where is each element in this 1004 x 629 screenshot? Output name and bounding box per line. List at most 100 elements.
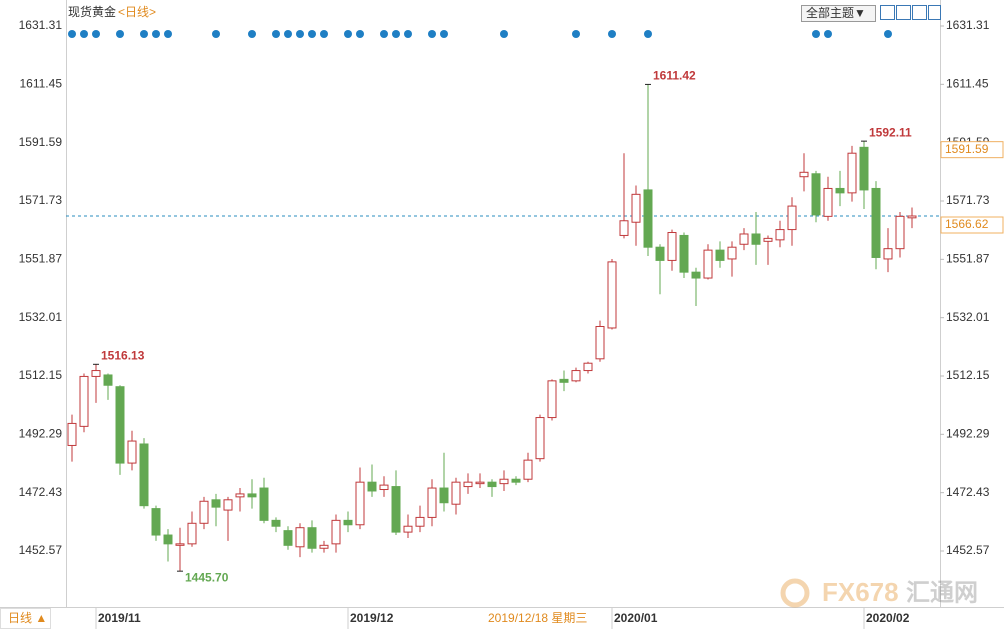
- ref-price-label: 1591.59: [945, 142, 989, 156]
- event-dot[interactable]: [164, 30, 172, 38]
- candle-body: [367, 481, 377, 492]
- ref-price-box: [940, 141, 1004, 159]
- watermark-text: FX678: [822, 577, 899, 607]
- watermark-text: 汇通网: [906, 579, 978, 606]
- x-tick-label: 2019/12: [350, 611, 394, 625]
- y-tick-label: 1571.73: [946, 193, 990, 207]
- candle-body: [751, 233, 761, 245]
- candle-body: [895, 215, 905, 250]
- candle-body: [283, 530, 293, 546]
- theme-button-label[interactable]: 全部主题▼: [806, 5, 866, 20]
- candle-body: [595, 326, 605, 360]
- crosshair-date-label: 2019/12/18 星期三: [488, 611, 587, 625]
- icon-button[interactable]: [880, 5, 895, 20]
- y-tick-label: 1472.43: [946, 485, 990, 499]
- candle-body: [187, 522, 197, 545]
- candle-body: [787, 205, 797, 231]
- last-price-box: [940, 216, 1004, 234]
- event-dot[interactable]: [296, 30, 304, 38]
- y-tick-label: 1512.15: [19, 368, 63, 382]
- toolbar-icons[interactable]: [880, 5, 941, 20]
- candle-body: [523, 459, 533, 480]
- candle-body: [607, 261, 617, 329]
- candle-body: [103, 374, 113, 386]
- candle-body: [331, 519, 341, 545]
- event-dot[interactable]: [572, 30, 580, 38]
- event-dot[interactable]: [344, 30, 352, 38]
- x-tick-label: 2019/11: [98, 611, 141, 625]
- event-dot[interactable]: [392, 30, 400, 38]
- period-button-label[interactable]: 日线 ▲: [8, 611, 47, 625]
- event-dot[interactable]: [116, 30, 124, 38]
- candle-body: [823, 187, 833, 217]
- event-dot[interactable]: [380, 30, 388, 38]
- y-tick-label: 1532.01: [19, 310, 63, 324]
- y-tick-label: 1492.29: [946, 426, 990, 440]
- candle-body: [871, 187, 881, 258]
- candle-body: [547, 380, 557, 419]
- event-dot[interactable]: [308, 30, 316, 38]
- event-dot[interactable]: [92, 30, 100, 38]
- event-dot[interactable]: [272, 30, 280, 38]
- event-dot[interactable]: [212, 30, 220, 38]
- candle-body: [403, 525, 413, 533]
- high-label: 1611.42: [653, 69, 696, 83]
- candle-body: [703, 249, 713, 279]
- event-dot[interactable]: [428, 30, 436, 38]
- last-price-label: 1566.62: [945, 217, 989, 231]
- high-label: 1592.11: [869, 125, 912, 139]
- event-dot[interactable]: [320, 30, 328, 38]
- icon-button[interactable]: [912, 5, 927, 20]
- y-tick-label: 1611.45: [20, 77, 63, 91]
- candle-body: [667, 232, 677, 261]
- y-tick-label: 1551.87: [19, 251, 63, 265]
- candle-body: [271, 519, 281, 527]
- candle-body: [391, 486, 401, 533]
- y-tick-label: 1551.87: [946, 251, 990, 265]
- icon-button[interactable]: [928, 5, 941, 20]
- event-dot[interactable]: [68, 30, 76, 38]
- chart-subtitle[interactable]: <日线>: [118, 5, 156, 19]
- candle-body: [631, 193, 641, 223]
- y-tick-label: 1452.57: [19, 543, 63, 557]
- event-dot[interactable]: [608, 30, 616, 38]
- event-dot[interactable]: [644, 30, 652, 38]
- y-tick-label: 1631.31: [19, 18, 63, 32]
- candle-body: [715, 249, 725, 261]
- candle-body: [175, 543, 185, 546]
- candle-body: [859, 146, 869, 191]
- event-dot[interactable]: [152, 30, 160, 38]
- candle-body: [259, 487, 269, 521]
- candle-body: [907, 215, 917, 219]
- icon-button[interactable]: [896, 5, 911, 20]
- y-tick-label: 1512.15: [946, 368, 990, 382]
- candle-body: [811, 173, 821, 216]
- event-dot[interactable]: [824, 30, 832, 38]
- candle-body: [655, 246, 665, 261]
- chart-title: 现货黄金: [68, 4, 116, 19]
- theme-button[interactable]: [801, 5, 876, 22]
- candle-body: [163, 534, 173, 545]
- event-dot[interactable]: [80, 30, 88, 38]
- event-dot[interactable]: [356, 30, 364, 38]
- candle-body: [499, 478, 509, 485]
- event-dot[interactable]: [248, 30, 256, 38]
- candle-body: [319, 544, 329, 549]
- candle-body: [847, 152, 857, 194]
- candle-body: [211, 499, 221, 508]
- event-dot[interactable]: [404, 30, 412, 38]
- candle-body: [451, 481, 461, 505]
- event-dot[interactable]: [284, 30, 292, 38]
- event-dot[interactable]: [884, 30, 892, 38]
- y-tick-label: 1472.43: [19, 485, 63, 499]
- candle-body: [235, 493, 245, 498]
- event-dot[interactable]: [440, 30, 448, 38]
- event-dot[interactable]: [812, 30, 820, 38]
- y-tick-label: 1492.29: [19, 426, 63, 440]
- candle-body: [415, 516, 425, 527]
- event-dot[interactable]: [140, 30, 148, 38]
- event-dot[interactable]: [500, 30, 508, 38]
- y-tick-label: 1532.01: [946, 310, 990, 324]
